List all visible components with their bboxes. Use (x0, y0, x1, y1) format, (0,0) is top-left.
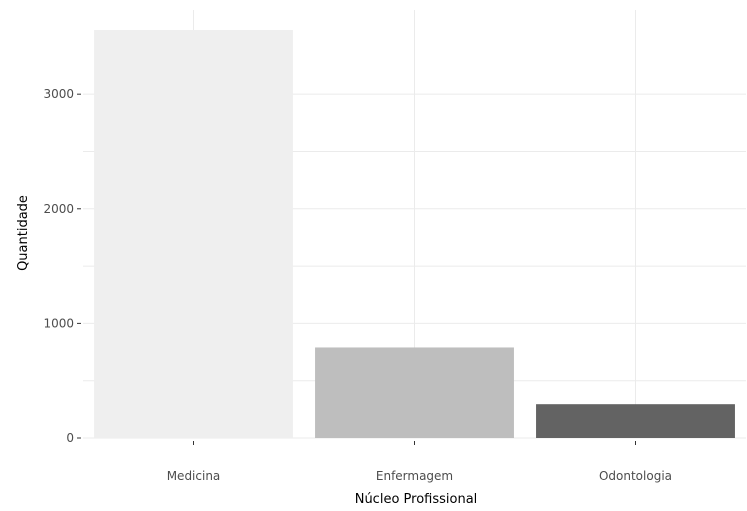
bar-medicina (94, 30, 293, 438)
y-tick-label: 1000 (43, 316, 74, 330)
bars (94, 30, 735, 438)
y-tick-label: 3000 (43, 87, 74, 101)
bar-odontologia (536, 404, 735, 438)
y-tick-label: 0 (66, 431, 74, 445)
x-tick-label: Medicina (167, 469, 221, 483)
x-tick-label: Odontologia (599, 469, 672, 483)
y-axis-title: Quantidade (16, 195, 31, 271)
axes: 0 1000 2000 3000 Medicina Enfermagem Odontolog… (43, 87, 672, 483)
y-tick-label: 2000 (43, 202, 74, 216)
bar-enfermagem (315, 347, 514, 438)
x-tick-label: Enfermagem (376, 469, 453, 483)
x-axis-title: Núcleo Profissional (355, 492, 478, 507)
